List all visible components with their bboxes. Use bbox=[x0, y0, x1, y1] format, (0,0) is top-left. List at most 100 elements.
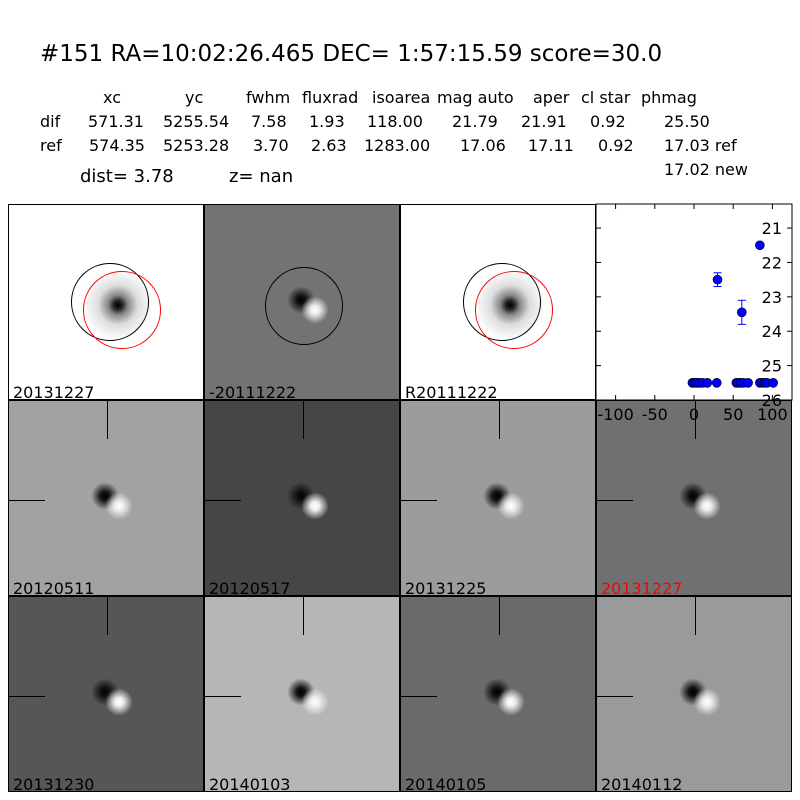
panel-date-label: R20111222 bbox=[405, 383, 498, 400]
column-header: fwhm bbox=[246, 88, 291, 107]
x-tick-label: 0 bbox=[689, 405, 699, 424]
table-cell: 0.92 bbox=[590, 112, 626, 131]
dipole-bright bbox=[104, 491, 134, 521]
data-point bbox=[768, 378, 778, 388]
panel-date-label: 20140103 bbox=[209, 775, 291, 792]
phmag-new: 17.02 new bbox=[664, 160, 748, 179]
crosshair-horizontal bbox=[205, 500, 241, 501]
dipole-bright bbox=[300, 687, 330, 717]
x-tick-label: 100 bbox=[757, 405, 788, 424]
y-tick-label: 25 bbox=[762, 357, 782, 376]
data-point bbox=[755, 240, 765, 251]
image-panel: 20120517 bbox=[204, 400, 400, 596]
image-panel: -20111222 bbox=[204, 204, 400, 400]
table-cell: 1283.00 bbox=[364, 136, 431, 155]
panel-date-label: 20131227 bbox=[13, 383, 95, 400]
panel-date-label: -20111222 bbox=[209, 383, 297, 400]
panel-date-label: 20120517 bbox=[209, 579, 291, 596]
table-cell: 0.92 bbox=[598, 136, 634, 155]
crosshair-horizontal bbox=[9, 696, 45, 697]
panel-date-label: 20120511 bbox=[13, 579, 95, 596]
image-panel: 20120511 bbox=[8, 400, 204, 596]
column-header: yc bbox=[185, 88, 204, 107]
table-cell: 21.79 bbox=[452, 112, 498, 131]
y-tick-label: 21 bbox=[762, 219, 782, 238]
crosshair-vertical bbox=[107, 401, 108, 439]
table-cell: 5255.54 bbox=[163, 112, 230, 131]
image-panel: 20140103 bbox=[204, 596, 400, 792]
data-point bbox=[711, 378, 722, 388]
column-header: phmag bbox=[641, 88, 697, 107]
dipole-bright bbox=[692, 491, 722, 521]
page-title: #151 RA=10:02:26.465 DEC= 1:57:15.59 sco… bbox=[40, 41, 663, 67]
table-cell: 17.11 bbox=[528, 136, 574, 155]
column-header: cl star bbox=[581, 88, 631, 107]
column-header: xc bbox=[103, 88, 121, 107]
plot-area bbox=[595, 203, 793, 401]
crosshair-vertical bbox=[303, 401, 304, 439]
table-cell: 118.00 bbox=[367, 112, 423, 131]
crosshair-horizontal bbox=[401, 500, 437, 501]
lightcurve-chart: -100 -50 0 50 100 21 22 23 24 25 26 bbox=[595, 203, 793, 424]
crosshair-vertical bbox=[303, 597, 304, 635]
image-panel: 20131230 bbox=[8, 596, 204, 792]
image-panel: R20111222 bbox=[400, 204, 596, 400]
x-tick-label: 50 bbox=[723, 405, 743, 424]
table-cell: 3.70 bbox=[253, 136, 289, 155]
x-tick-label: -50 bbox=[642, 405, 668, 424]
image-panel: 20131225 bbox=[400, 400, 596, 596]
table-cell: 7.58 bbox=[251, 112, 287, 131]
dipole-bright bbox=[692, 687, 722, 717]
image-panel: 20140112 bbox=[596, 596, 792, 792]
y-tick-label: 23 bbox=[762, 288, 782, 307]
column-header: mag auto bbox=[437, 88, 514, 107]
row-label: dif bbox=[40, 112, 61, 131]
y-tick-label: 22 bbox=[762, 253, 782, 272]
table-cell: 1.93 bbox=[309, 112, 345, 131]
table-cell: 21.91 bbox=[521, 112, 567, 131]
dipole-bright bbox=[496, 491, 526, 521]
table-cell: 25.50 bbox=[664, 112, 710, 131]
row-label: ref bbox=[40, 136, 62, 155]
column-header: isoarea bbox=[372, 88, 431, 107]
data-point bbox=[743, 378, 753, 388]
y-tick-label: 24 bbox=[762, 322, 782, 341]
table-cell: 17.06 bbox=[460, 136, 506, 155]
table-cell: 17.03 ref bbox=[664, 136, 737, 155]
dif-aperture-circle bbox=[475, 271, 553, 349]
panel-date-label: 20131225 bbox=[405, 579, 487, 596]
data-point bbox=[702, 378, 713, 388]
column-header: fluxrad bbox=[302, 88, 359, 107]
crosshair-vertical bbox=[695, 597, 696, 635]
dipole-bright bbox=[104, 687, 134, 717]
table-cell: 574.35 bbox=[89, 136, 145, 155]
crosshair-horizontal bbox=[205, 696, 241, 697]
y-tick-label: 26 bbox=[762, 391, 782, 410]
panel-date-label: 20140112 bbox=[601, 775, 683, 792]
data-point bbox=[712, 274, 723, 285]
image-panel: 20140105 bbox=[400, 596, 596, 792]
crosshair-vertical bbox=[499, 401, 500, 439]
image-panel: 20131227 bbox=[596, 400, 792, 596]
crosshair-horizontal bbox=[401, 696, 437, 697]
table-cell: 2.63 bbox=[311, 136, 347, 155]
dipole-bright bbox=[496, 687, 526, 717]
crosshair-horizontal bbox=[597, 696, 633, 697]
dif-aperture-circle bbox=[83, 271, 161, 349]
crosshair-vertical bbox=[499, 597, 500, 635]
dist-value: dist= 3.78 bbox=[80, 166, 174, 187]
table-cell: 571.31 bbox=[88, 112, 144, 131]
crosshair-horizontal bbox=[9, 500, 45, 501]
dipole-bright bbox=[300, 491, 330, 521]
aperture-circle bbox=[265, 267, 343, 345]
z-value: z= nan bbox=[229, 166, 294, 187]
data-point bbox=[737, 307, 747, 318]
crosshair-vertical bbox=[107, 597, 108, 635]
panel-date-label: 20131227 bbox=[601, 579, 683, 596]
table-cell: 5253.28 bbox=[163, 136, 230, 155]
crosshair-vertical bbox=[695, 401, 696, 439]
image-panel: 20131227 bbox=[8, 204, 204, 400]
column-header: aper bbox=[533, 88, 570, 107]
crosshair-horizontal bbox=[597, 500, 633, 501]
